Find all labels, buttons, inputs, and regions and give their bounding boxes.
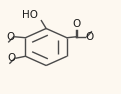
Text: O: O [72, 19, 81, 29]
Text: HO: HO [22, 10, 38, 20]
Text: O: O [8, 53, 16, 63]
Text: O: O [85, 32, 94, 42]
Text: O: O [6, 32, 15, 42]
